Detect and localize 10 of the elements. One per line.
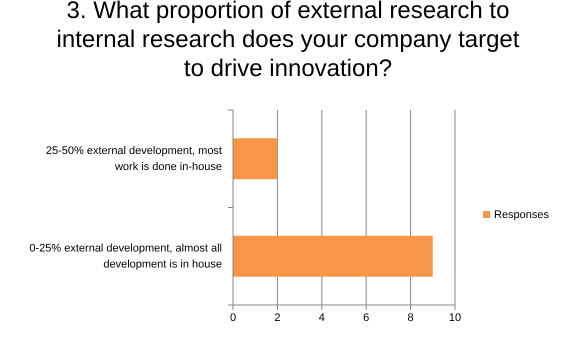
y-tick-label: 0-25% external development, almost all development is in house [29,242,222,270]
x-tick-label: 8 [408,312,414,324]
x-tick-label: 0 [230,312,236,324]
x-tick-label: 2 [274,312,280,324]
chart-title: 3. What proportion of external research to internal research does your company target to drive innovation? [56,0,520,82]
legend-label: Responses [494,208,550,221]
y-tick-label: 25-50% external development, most work is done in-house [46,144,222,173]
x-tick-label: 4 [318,312,325,324]
x-tick-label: 6 [363,312,370,324]
x-tick-label: 10 [448,312,462,324]
